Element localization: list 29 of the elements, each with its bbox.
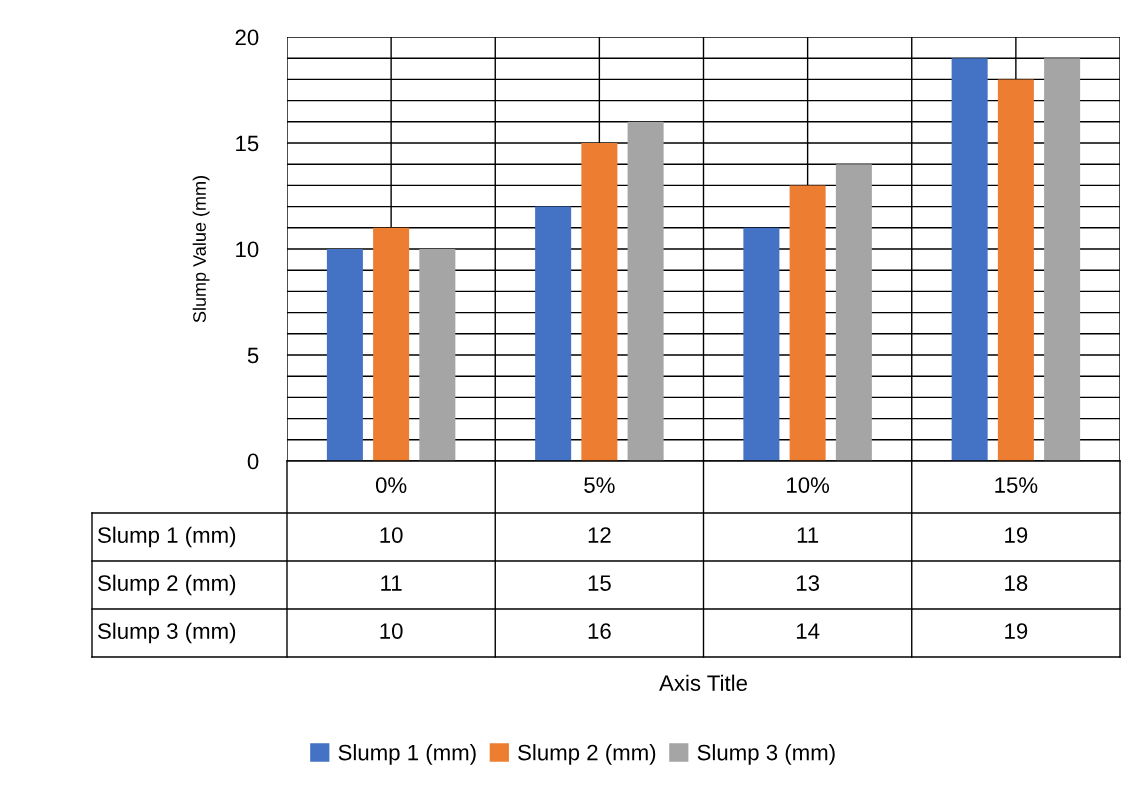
legend-label: Slump 2 (mm) bbox=[518, 744, 656, 765]
y-tick-label: 5 bbox=[247, 347, 259, 364]
text: Slump 3 (mm) bbox=[98, 622, 236, 644]
data-label: 15 bbox=[588, 575, 611, 591]
x-tick-label: 5% bbox=[584, 477, 615, 493]
y-axis-title: Slump Value (mm) bbox=[192, 176, 210, 323]
data-label: 10 bbox=[380, 623, 403, 639]
data-label: 13 bbox=[796, 575, 820, 591]
text: Slump 2 (mm) bbox=[98, 574, 236, 596]
data-label: 12 bbox=[588, 527, 611, 543]
x-tick-label: 15% bbox=[995, 477, 1038, 493]
y-tick-label: 20 bbox=[235, 29, 259, 46]
data-label: 19 bbox=[1005, 623, 1028, 639]
legend-label: Slump 1 (mm) bbox=[338, 744, 476, 765]
legend-label: Slump 3 (mm) bbox=[697, 744, 835, 765]
data-label: 10 bbox=[380, 527, 403, 543]
x-tick-label: 10% bbox=[787, 477, 830, 493]
text: Axis Title bbox=[659, 674, 747, 691]
y-tick-label: 15 bbox=[236, 135, 259, 152]
y-tick-label: 10 bbox=[236, 241, 259, 258]
data-label: 18 bbox=[1005, 575, 1028, 591]
x-tick-label: 0% bbox=[375, 477, 407, 493]
data-label: 16 bbox=[588, 623, 611, 639]
text: Slump 1 (mm) bbox=[98, 526, 236, 548]
data-label: 14 bbox=[796, 623, 820, 639]
data-label: 19 bbox=[1005, 527, 1028, 543]
data-label: 11 bbox=[381, 575, 402, 591]
y-tick-label: 0 bbox=[247, 453, 259, 470]
data-label: 11 bbox=[797, 527, 819, 543]
